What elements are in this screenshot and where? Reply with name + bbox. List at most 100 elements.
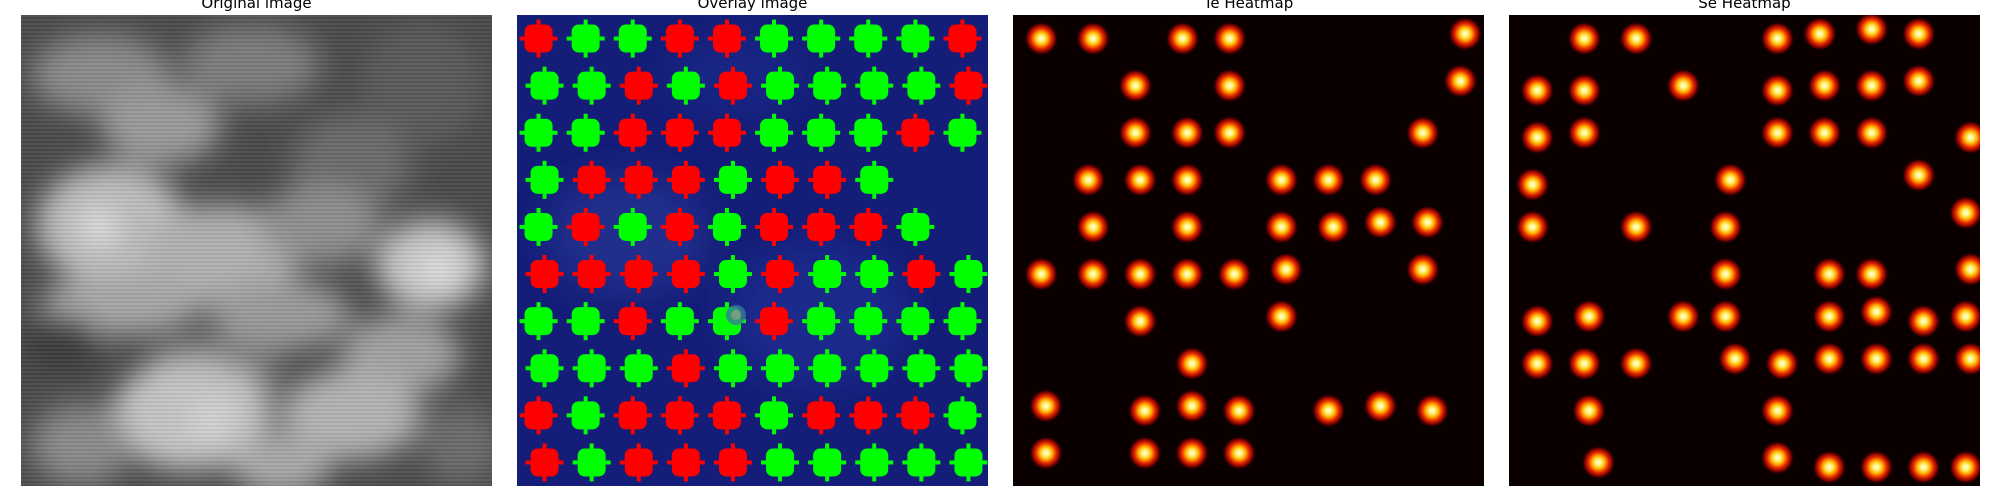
red-marker: [666, 160, 705, 199]
red-marker: [572, 255, 611, 294]
overlay-image: [517, 15, 988, 486]
green-marker: [943, 302, 982, 341]
te-heatmap-peak: [1212, 21, 1247, 56]
red-marker: [519, 19, 558, 58]
red-marker: [713, 66, 752, 105]
green-marker: [855, 443, 894, 482]
overlay-image-panel: Overlay image: [517, 0, 988, 500]
green-marker: [755, 19, 794, 58]
te-heatmap-peak: [1443, 63, 1478, 98]
se-heatmap-peak: [1901, 158, 1936, 193]
te-heatmap-peak: [1170, 115, 1205, 150]
se-heatmap-peak: [1581, 445, 1616, 480]
green-marker: [525, 66, 564, 105]
green-marker: [713, 255, 752, 294]
green-marker: [808, 255, 847, 294]
se-heatmap-peak: [1854, 68, 1889, 103]
red-marker: [849, 207, 888, 246]
se-heatmap-peak: [1520, 346, 1555, 381]
red-marker: [713, 443, 752, 482]
green-marker: [613, 207, 652, 246]
se-heatmap-peak: [1520, 304, 1555, 339]
green-marker: [802, 113, 841, 152]
red-marker: [666, 349, 705, 388]
se-heatmap-peak: [1859, 341, 1894, 376]
te-heatmap-peak: [1123, 257, 1158, 292]
red-marker: [572, 160, 611, 199]
se-heatmap-peak: [1807, 115, 1842, 150]
green-marker: [802, 302, 841, 341]
green-marker: [761, 66, 800, 105]
green-marker: [949, 443, 988, 482]
se-heatmap-frame: [1509, 15, 1980, 486]
se-heatmap-peak: [1619, 346, 1654, 381]
se-heatmap-peak: [1713, 162, 1748, 197]
te-heatmap-peak: [1264, 162, 1299, 197]
se-heatmap-peak: [1708, 299, 1743, 334]
se-heatmap-peak: [1906, 341, 1941, 376]
te-heatmap-peak: [1076, 209, 1111, 244]
te-heatmap-peak: [1212, 115, 1247, 150]
se-heatmap-title: Se Heatmap: [1698, 0, 1791, 12]
red-marker: [525, 443, 564, 482]
te-heatmap-peak: [1170, 162, 1205, 197]
te-heatmap-peak: [1024, 21, 1059, 56]
se-heatmap-peak: [1567, 21, 1602, 56]
se-heatmap: [1509, 15, 1980, 486]
se-heatmap-peak: [1901, 63, 1936, 98]
green-marker: [855, 349, 894, 388]
red-marker: [949, 66, 988, 105]
se-heatmap-peak: [1760, 73, 1795, 108]
te-heatmap-peak: [1123, 162, 1158, 197]
green-marker: [855, 160, 894, 199]
se-heatmap-peak: [1812, 257, 1847, 292]
te-heatmap-title: Te Heatmap: [1203, 0, 1294, 12]
green-marker: [707, 207, 746, 246]
green-marker: [808, 443, 847, 482]
green-marker: [525, 349, 564, 388]
se-heatmap-peak: [1807, 68, 1842, 103]
red-marker: [761, 160, 800, 199]
red-marker: [619, 66, 658, 105]
green-marker: [849, 113, 888, 152]
se-heatmap-peak: [1619, 21, 1654, 56]
red-marker: [902, 255, 941, 294]
red-marker: [666, 443, 705, 482]
se-heatmap-peak: [1760, 115, 1795, 150]
te-heatmap-peak: [1028, 388, 1063, 423]
se-heatmap-peak: [1901, 16, 1936, 51]
green-marker: [519, 113, 558, 152]
original-image-title: Original image: [201, 0, 312, 12]
green-marker: [613, 19, 652, 58]
green-marker: [660, 302, 699, 341]
se-heatmap-peak: [1854, 115, 1889, 150]
red-marker: [613, 396, 652, 435]
red-marker: [755, 302, 794, 341]
se-heatmap-peak: [1572, 299, 1607, 334]
se-heatmap-peak: [1515, 209, 1550, 244]
te-heatmap-peak: [1217, 257, 1252, 292]
green-marker: [755, 113, 794, 152]
se-heatmap-peak: [1718, 341, 1753, 376]
green-marker: [666, 66, 705, 105]
green-marker: [572, 66, 611, 105]
green-marker: [808, 66, 847, 105]
te-heatmap-peak: [1127, 436, 1162, 471]
te-heatmap-peak: [1264, 209, 1299, 244]
green-marker: [572, 443, 611, 482]
red-marker: [761, 255, 800, 294]
te-heatmap-peak: [1358, 162, 1393, 197]
se-heatmap-peak: [1948, 299, 1980, 334]
se-heatmap-peak: [1619, 209, 1654, 244]
red-marker: [519, 396, 558, 435]
green-marker: [896, 302, 935, 341]
te-heatmap-panel: Te Heatmap: [1013, 0, 1484, 500]
green-marker: [519, 302, 558, 341]
red-marker: [802, 207, 841, 246]
se-heatmap-peak: [1812, 341, 1847, 376]
original-grayscale-image: [21, 15, 492, 486]
red-marker: [755, 207, 794, 246]
se-heatmap-peak: [1520, 73, 1555, 108]
red-marker: [802, 396, 841, 435]
green-marker: [519, 207, 558, 246]
